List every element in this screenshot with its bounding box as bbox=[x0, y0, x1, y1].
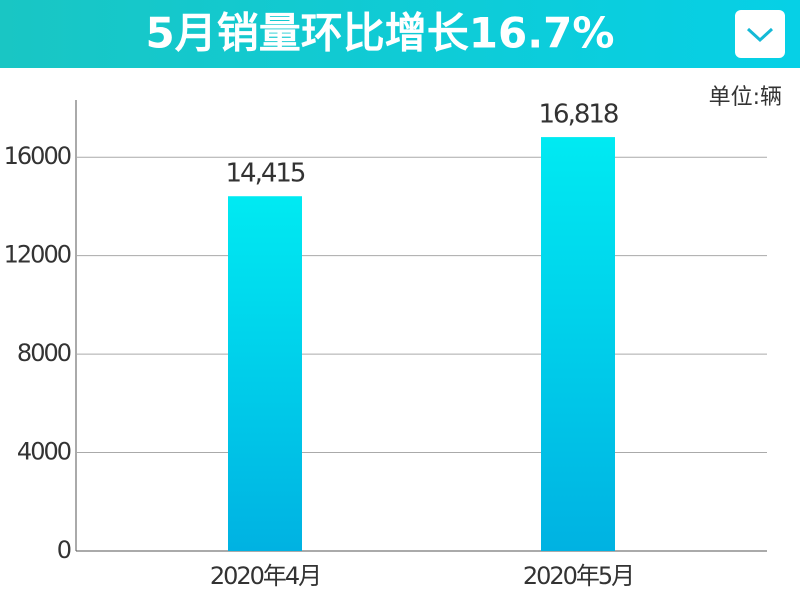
value-label: 14,415 bbox=[226, 159, 305, 189]
y-tick-label: 16000 bbox=[4, 142, 71, 170]
bar bbox=[541, 137, 615, 551]
y-tick-label: 8000 bbox=[17, 339, 71, 367]
chart-title: 5月销量环比增长16.7% bbox=[146, 9, 615, 58]
y-tick-label: 4000 bbox=[17, 438, 71, 466]
chevron-icon[interactable] bbox=[746, 27, 774, 43]
dropdown-button[interactable] bbox=[735, 10, 785, 58]
header-band bbox=[0, 0, 800, 68]
dropdown-bg[interactable] bbox=[735, 10, 785, 58]
x-tick-label: 2020年4月 bbox=[210, 562, 320, 590]
value-label: 16,818 bbox=[539, 100, 618, 130]
y-tick-label: 12000 bbox=[4, 241, 71, 269]
x-tick-label: 2020年5月 bbox=[523, 562, 633, 590]
bar bbox=[228, 196, 302, 551]
unit-label: 单位:辆 bbox=[709, 85, 782, 110]
y-tick-label: 0 bbox=[57, 536, 71, 564]
